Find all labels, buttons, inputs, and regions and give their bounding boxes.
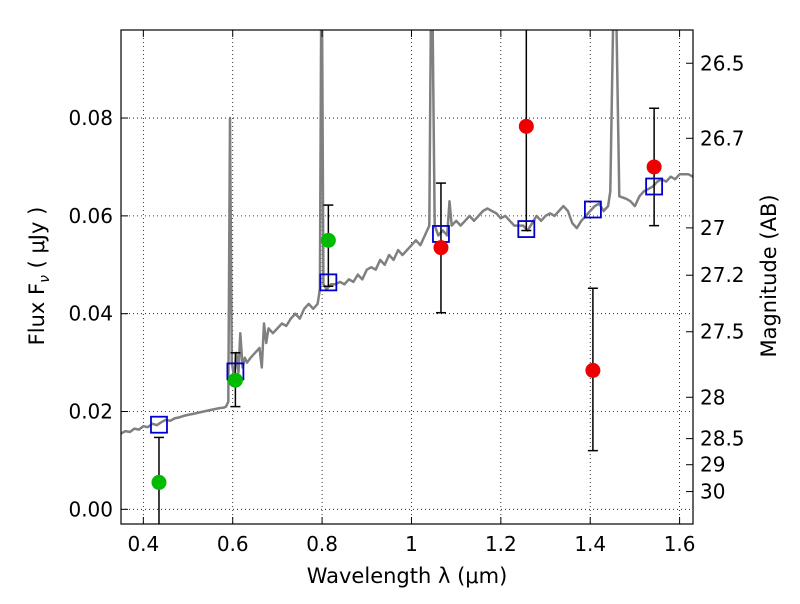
plot-area [121, 30, 693, 524]
green-point [151, 474, 167, 490]
model-photometry-square [584, 200, 602, 219]
y2-tick-label: 27 [700, 216, 725, 240]
x-tick-label: 0.4 [127, 532, 159, 556]
green-point [320, 232, 336, 248]
y2-axis-label: Magnitude (AB) [757, 194, 781, 357]
y-axis-label-unit: ( μJy ) [25, 207, 49, 275]
x-tick-label: 1.4 [574, 532, 606, 556]
y-axis-label-main: Flux F [25, 283, 49, 345]
y2-tick-label: 30 [700, 480, 725, 504]
x-axis-label: Wavelength λ (μm) [307, 564, 508, 588]
x-tick-label: 1.6 [664, 532, 696, 556]
y-tick-label: 0.02 [68, 400, 113, 424]
y2-tick-label: 28.5 [700, 427, 745, 451]
y2-tick-label: 29 [700, 453, 725, 477]
y-axis-label-sub: ν [37, 275, 53, 283]
y-tick-label: 0.00 [68, 497, 113, 521]
x-tick-label: 1.2 [485, 532, 517, 556]
y2-tick-label: 28 [700, 385, 725, 409]
y2-tick-label: 26.7 [700, 126, 745, 150]
x-tick-label: 0.8 [306, 532, 338, 556]
model-spectrum-line [121, 30, 693, 435]
red-point [433, 240, 449, 256]
y2-tick-label: 26.5 [700, 51, 745, 75]
y-tick-label: 0.06 [68, 204, 113, 228]
x-tick-label: 1 [405, 532, 418, 556]
model-photometry-square [150, 415, 168, 434]
x-tick-label: 0.6 [217, 532, 249, 556]
red-point [646, 159, 662, 175]
model-photometry-square [645, 177, 664, 196]
model-photometry-square [319, 273, 338, 292]
y-tick-label: 0.08 [68, 106, 113, 130]
y2-tick-label: 27.2 [700, 263, 745, 287]
plot-frame [120, 29, 694, 525]
y-axis-label: Flux Fν ( μJy ) [25, 207, 53, 346]
y2-tick-label: 27.5 [700, 320, 745, 344]
grid-lines [121, 30, 693, 524]
red-point [585, 362, 601, 378]
green-point [227, 372, 243, 388]
axes: 0.4 0.6 0.8 1 1.2 1.4 1.6 0.00 0.02 0.04 0.06 0.08 2… [68, 30, 745, 556]
red-point [518, 118, 534, 134]
y-tick-label: 0.04 [68, 302, 113, 326]
model-photometry-square [517, 220, 536, 238]
